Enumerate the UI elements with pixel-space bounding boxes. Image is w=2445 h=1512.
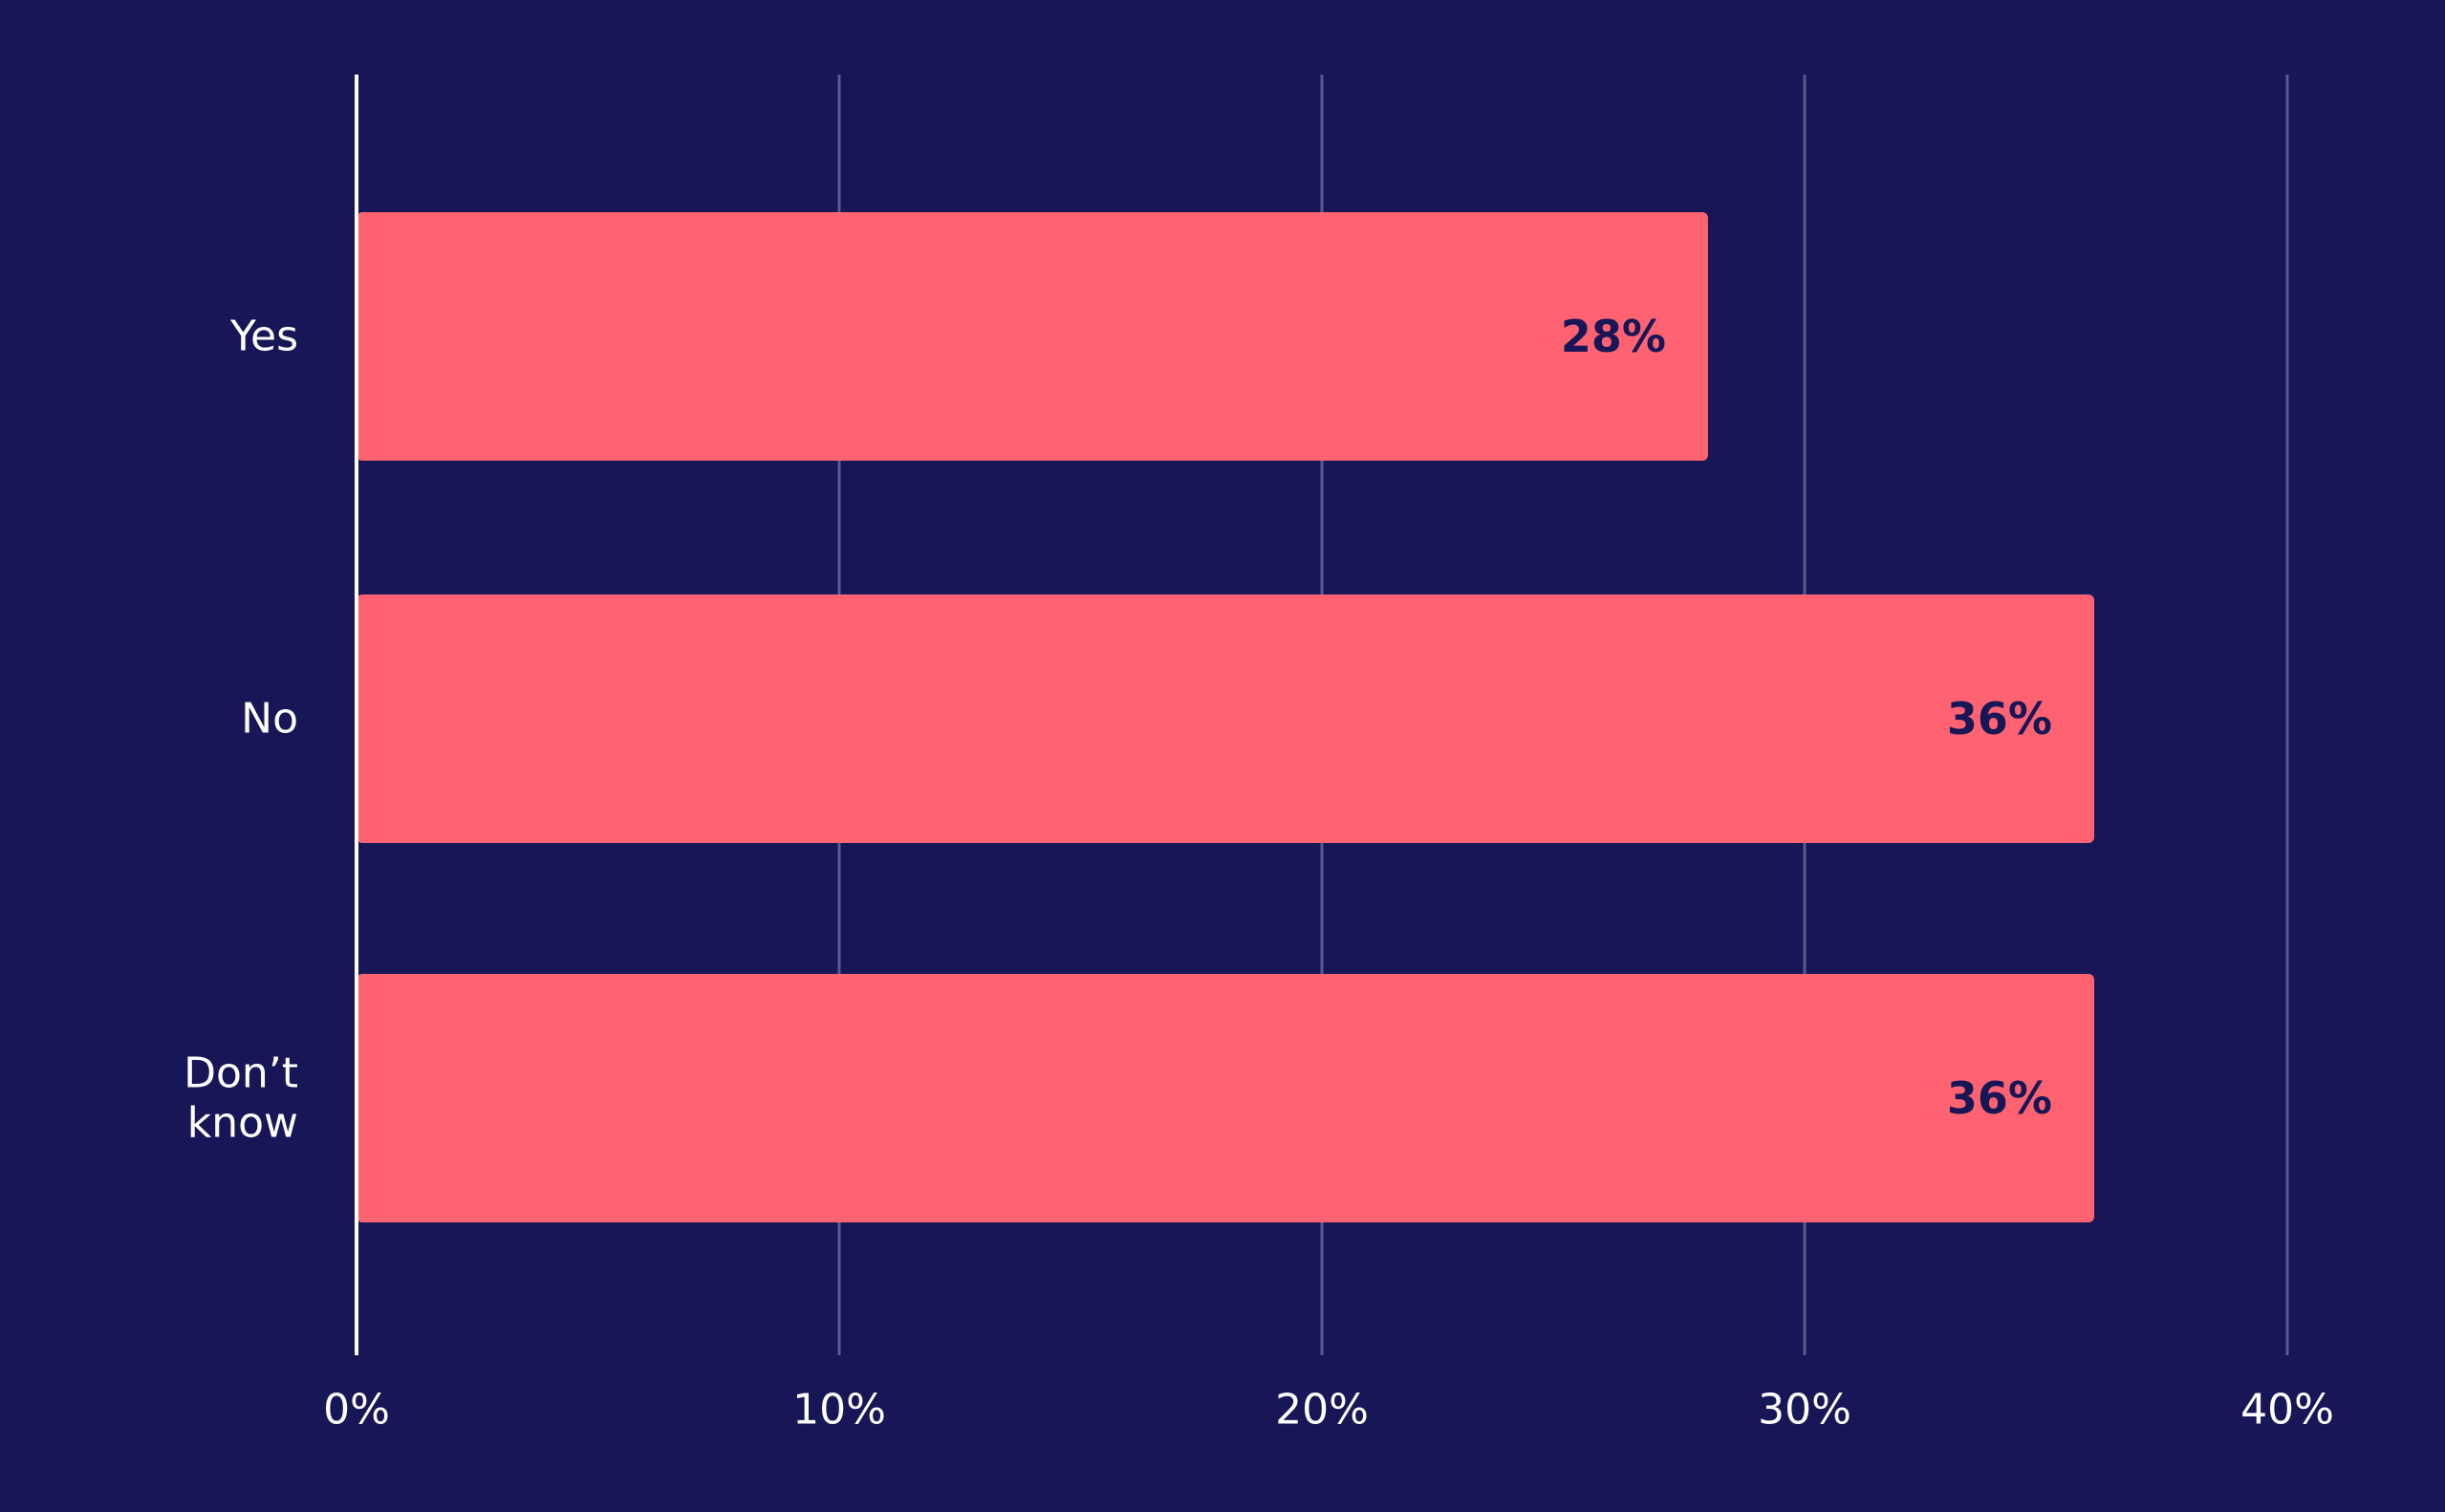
- x-tick-label-40: 40%: [2240, 1386, 2334, 1435]
- x-tick-label-30: 30%: [1758, 1386, 1851, 1435]
- category-label-0: Yes: [229, 313, 298, 361]
- bar-1: [357, 594, 2094, 843]
- bar-2: [357, 974, 2094, 1222]
- x-tick-labels: 0% 10% 20% 30% 40%: [323, 1386, 2334, 1435]
- category-labels: Yes No Don’t know: [184, 313, 298, 1148]
- x-tick-label-10: 10%: [792, 1386, 886, 1435]
- category-label-1: No: [241, 695, 298, 744]
- data-label-0: 28%: [1561, 311, 1666, 362]
- bars: 28% 36% 36%: [357, 212, 2094, 1222]
- bar-0: [357, 212, 1708, 461]
- category-label-2: Don’t know: [184, 1049, 298, 1148]
- data-label-2: 36%: [1947, 1072, 2052, 1124]
- x-tick-label-20: 20%: [1275, 1386, 1369, 1435]
- x-tick-label-0: 0%: [323, 1386, 390, 1435]
- data-label-1: 36%: [1947, 693, 2052, 745]
